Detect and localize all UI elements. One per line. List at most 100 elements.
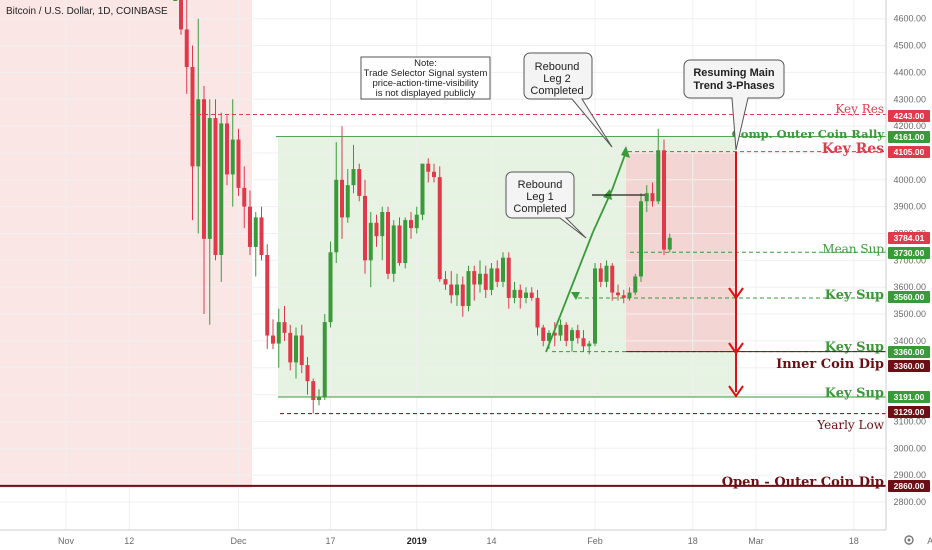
candle-body [472, 271, 477, 285]
projection-arrowhead-3 [728, 385, 744, 398]
level-label: Mean Sup [822, 242, 884, 256]
y-tick-label: 3700.00 [893, 255, 926, 265]
candle-body [570, 330, 574, 341]
note-line-1: Note: [414, 58, 437, 69]
candle-body [282, 322, 287, 333]
leg2-line-2: Leg 2 [543, 73, 571, 85]
candle-body [403, 220, 408, 264]
x-tick-label: 17 [325, 536, 335, 546]
gear-icon[interactable] [904, 535, 914, 545]
candle-body [478, 273, 482, 285]
candle-body [380, 212, 385, 237]
level-label: Open - Outer Coin Dip [722, 475, 884, 490]
candle-body [483, 273, 488, 290]
price-tag-label: 2860.00 [894, 481, 925, 491]
price-tag-bg [888, 480, 930, 492]
candle-body [564, 324, 569, 341]
candle-body [242, 187, 247, 207]
candle-body [207, 118, 212, 239]
leg2-line-1: Rebound [535, 61, 580, 73]
candle-body [409, 220, 413, 229]
time-axis-bg [0, 530, 932, 550]
chart-title: Bitcoin / U.S. Dollar, 1D, COINBASE [6, 6, 168, 17]
projection-arrowhead-1 [728, 287, 744, 300]
candle-body [466, 271, 471, 306]
y-tick-label: 4300.00 [893, 94, 926, 104]
candle-body [662, 150, 666, 250]
candle-body [374, 222, 379, 237]
candle-body [449, 284, 454, 296]
price-tag-label: 4161.00 [894, 132, 925, 142]
price-axis-bg [886, 0, 932, 550]
y-tick-label: 4000.00 [893, 175, 926, 185]
x-tick-label: 12 [124, 536, 134, 546]
candle-body [587, 343, 592, 347]
last-price-tag-label: 3784.01 [894, 233, 925, 243]
price-tag-bg [888, 131, 930, 143]
candle-body [443, 279, 448, 285]
x-tick-label: Feb [587, 536, 603, 546]
price-tag-bg [888, 346, 930, 358]
leg2-line-3: Completed [530, 85, 583, 97]
candle-body [621, 295, 626, 298]
candle-body [529, 292, 534, 298]
candle-body [604, 265, 609, 282]
price-tag-label: 3129.00 [894, 407, 925, 417]
candle-body [616, 292, 620, 296]
candle-body [230, 139, 235, 175]
candles [173, 0, 672, 414]
price-tag-bg [888, 146, 930, 158]
candle-body [535, 297, 540, 328]
candle-body [501, 257, 505, 282]
y-tick-label: 2900.00 [893, 470, 926, 480]
rebound-leg2-line-b [611, 151, 627, 191]
resuming-line-1: Resuming Main [693, 67, 775, 79]
level-label: Key Res [822, 141, 884, 157]
rebound-small-arrowhead [571, 292, 580, 300]
y-tick-label: 3000.00 [893, 443, 926, 453]
candle-body [311, 381, 316, 400]
price-tag-label: 3360.00 [894, 361, 925, 371]
candle-body [276, 322, 281, 344]
y-tick-label: 3100.00 [893, 416, 926, 426]
candle-body [271, 335, 275, 344]
rebound-leg2-callout: Rebound Leg 2 Completed [523, 52, 613, 148]
note-line-4: is not displayed publicly [376, 88, 476, 99]
resuming-line-2: Trend 3-Phases [693, 80, 774, 92]
candle-body [299, 335, 304, 366]
price-tag-bg [888, 110, 930, 122]
candle-body [219, 123, 224, 255]
candle-body [213, 118, 218, 255]
x-tick-label: Mar [748, 536, 764, 546]
price-tag-bg [888, 406, 930, 418]
candle-body [386, 212, 390, 274]
candle-body [644, 193, 649, 202]
candle-body [552, 332, 557, 336]
candle-body [414, 214, 419, 229]
candle-body [627, 292, 632, 298]
leg1-line-1: Rebound [518, 179, 563, 191]
y-tick-label: 3900.00 [893, 202, 926, 212]
y-tick-label: 2800.00 [893, 497, 926, 507]
candle-body [489, 268, 494, 290]
candle-body [173, 0, 178, 1]
y-tick-label: 4200.00 [893, 121, 926, 131]
candle-body [288, 332, 293, 363]
time-axis[interactable]: Nov12Dec17201914Feb18Mar18Apr15 [58, 536, 932, 546]
y-tick-label: 3500.00 [893, 309, 926, 319]
projection-arrowhead-2 [728, 342, 744, 355]
leg1-line-2: Leg 1 [526, 191, 554, 203]
price-tag-bg [888, 391, 930, 403]
last-price-tag-bg [888, 232, 930, 244]
candle-body [391, 225, 396, 274]
candle-body [340, 179, 344, 218]
rebound-leg1-line [545, 231, 594, 353]
note-line-3: price-action-time-visibility [372, 78, 478, 89]
drawings [545, 146, 744, 398]
candle-body [351, 169, 356, 186]
level-label: Inner Coin Dip [776, 357, 884, 372]
candle-body [575, 330, 580, 339]
x-tick-label: Nov [58, 536, 75, 546]
